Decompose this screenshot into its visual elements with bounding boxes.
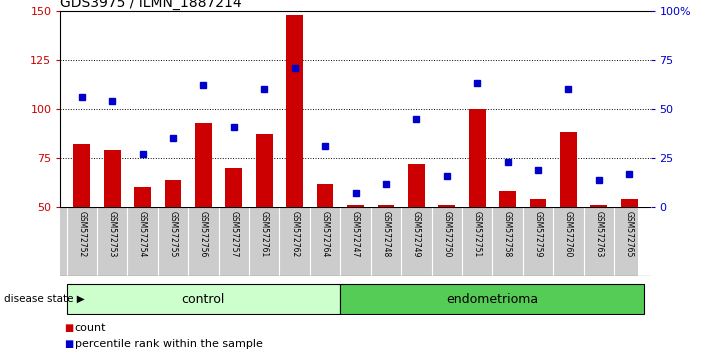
Text: GSM572761: GSM572761 [260, 211, 269, 257]
Text: count: count [75, 323, 106, 333]
Bar [73, 144, 90, 207]
Bar [256, 135, 272, 207]
Text: ■: ■ [64, 339, 73, 349]
Bar [591, 205, 607, 207]
Text: GSM572763: GSM572763 [594, 211, 604, 257]
Bar [469, 109, 486, 207]
Bar [499, 192, 516, 207]
Bar [316, 183, 333, 207]
Text: GSM572749: GSM572749 [412, 211, 421, 257]
Text: GSM572751: GSM572751 [473, 211, 481, 257]
Bar [134, 188, 151, 207]
Bar [560, 132, 577, 207]
Text: GSM572753: GSM572753 [107, 211, 117, 257]
Text: GSM572756: GSM572756 [199, 211, 208, 257]
Bar [165, 179, 181, 207]
Bar [439, 205, 455, 207]
Text: ■: ■ [64, 323, 73, 333]
Text: GSM572747: GSM572747 [351, 211, 360, 257]
Bar [225, 168, 242, 207]
Bar [621, 199, 638, 207]
Bar [104, 150, 120, 207]
Bar [530, 199, 546, 207]
Bar [378, 205, 395, 207]
Text: control: control [182, 293, 225, 306]
Text: GSM572750: GSM572750 [442, 211, 451, 257]
Text: GSM572748: GSM572748 [381, 211, 390, 257]
Text: GSM572759: GSM572759 [533, 211, 542, 257]
Bar [408, 164, 424, 207]
Text: GDS3975 / ILMN_1887214: GDS3975 / ILMN_1887214 [60, 0, 242, 10]
Text: GSM572764: GSM572764 [321, 211, 330, 257]
Text: GSM572754: GSM572754 [138, 211, 147, 257]
Text: GSM572760: GSM572760 [564, 211, 573, 257]
Bar [67, 284, 341, 314]
Text: GSM572755: GSM572755 [169, 211, 178, 257]
Text: endometrioma: endometrioma [447, 293, 538, 306]
Text: GSM572752: GSM572752 [77, 211, 86, 257]
Bar [341, 284, 644, 314]
Bar [287, 15, 303, 207]
Bar [195, 122, 212, 207]
Text: GSM572758: GSM572758 [503, 211, 512, 257]
Bar [347, 205, 364, 207]
Text: GSM572765: GSM572765 [625, 211, 634, 257]
Text: GSM572762: GSM572762 [290, 211, 299, 257]
Text: percentile rank within the sample: percentile rank within the sample [75, 339, 262, 349]
Text: disease state ▶: disease state ▶ [4, 294, 85, 304]
Text: GSM572757: GSM572757 [230, 211, 238, 257]
